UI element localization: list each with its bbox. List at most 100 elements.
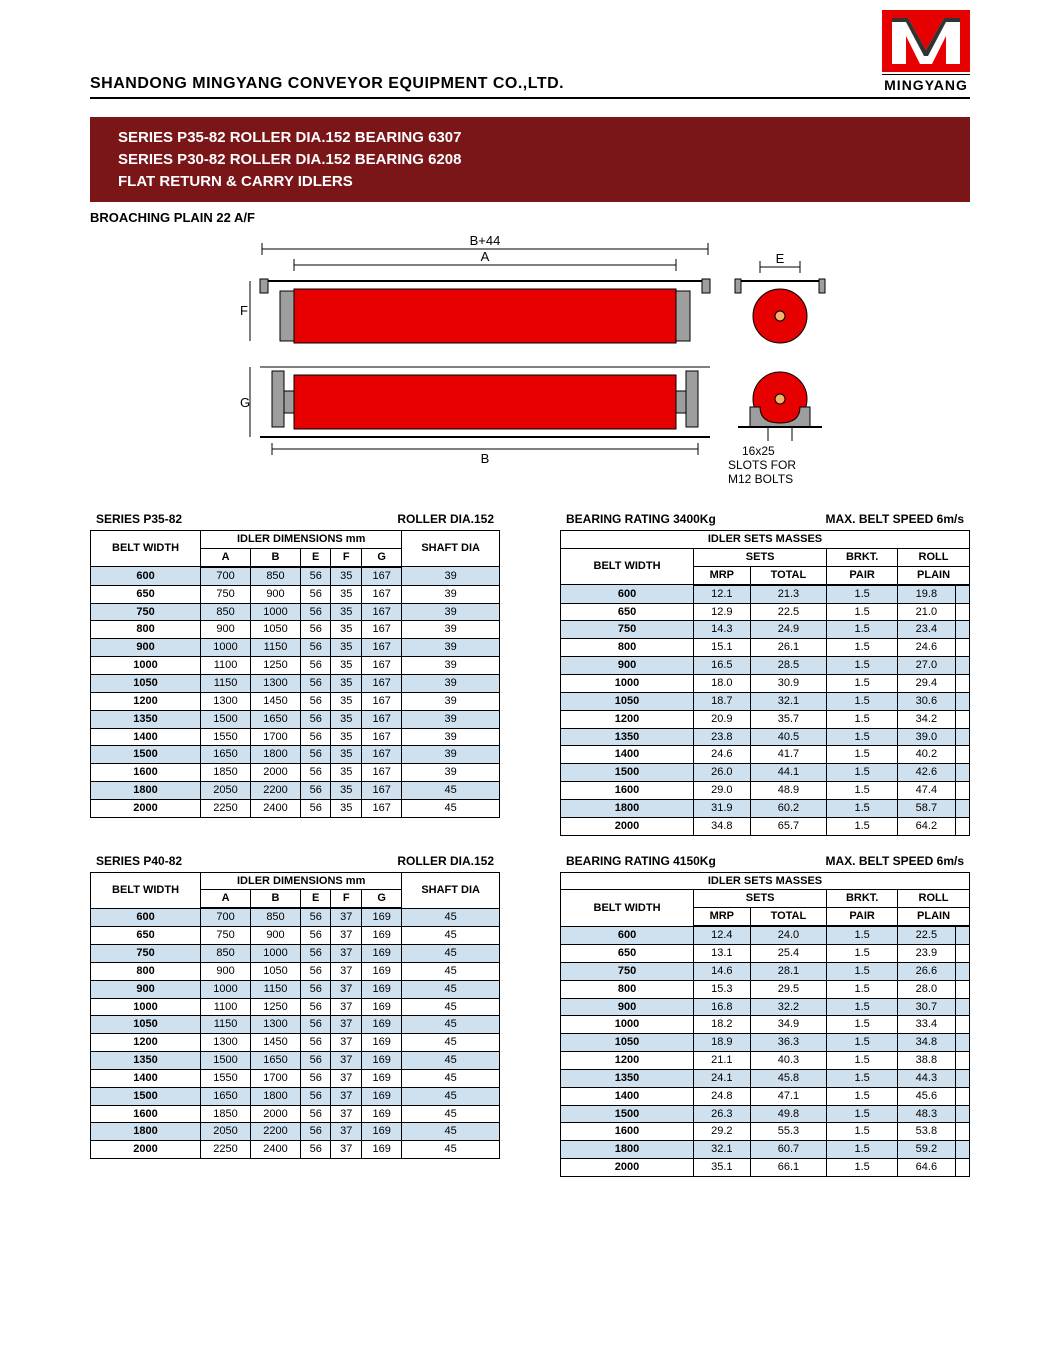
table-row: 90016.832.21.530.7 — [561, 998, 970, 1016]
table-cell — [955, 728, 969, 746]
table-cell — [955, 998, 969, 1016]
table-cell: 1.5 — [827, 1159, 898, 1177]
table-cell: 1300 — [251, 675, 301, 693]
table-cell: 169 — [362, 1052, 402, 1070]
table-cell: 56 — [300, 621, 331, 639]
table-cell: 56 — [300, 585, 331, 603]
table-cell: 167 — [362, 567, 402, 585]
table-cell: 29.2 — [694, 1123, 751, 1141]
series-line-1: SERIES P35-82 ROLLER DIA.152 BEARING 630… — [118, 127, 950, 149]
table-cell: 2250 — [201, 799, 251, 817]
table-cell: 39 — [402, 728, 500, 746]
table-cell: 56 — [300, 1052, 331, 1070]
caption-right: MAX. BELT SPEED 6m/s — [826, 854, 964, 868]
table-cell: 169 — [362, 908, 402, 926]
svg-text:B: B — [481, 451, 490, 466]
table-cell: 45.8 — [750, 1069, 827, 1087]
table-cell: 30.6 — [898, 692, 956, 710]
table-cell: 56 — [300, 980, 331, 998]
table-cell: 45 — [402, 1034, 500, 1052]
table-cell: 23.9 — [898, 944, 956, 962]
table-cell: 600 — [91, 567, 201, 585]
table-cell — [955, 603, 969, 621]
table-cell — [955, 799, 969, 817]
table-cell: 35 — [331, 782, 362, 800]
table-cell: 19.8 — [898, 585, 956, 603]
table-cell: 1050 — [561, 692, 694, 710]
table-cell: 28.0 — [898, 980, 956, 998]
table-cell: 45 — [402, 1105, 500, 1123]
table-cell: 169 — [362, 944, 402, 962]
table-cell: 37 — [331, 1034, 362, 1052]
table-cell — [955, 657, 969, 675]
table-cell: 1550 — [201, 1069, 251, 1087]
table-cell: 39 — [402, 621, 500, 639]
table-cell: 39 — [402, 675, 500, 693]
table-row: 200022502400563516745 — [91, 799, 500, 817]
table-cell — [955, 1016, 969, 1034]
table-cell: 22.5 — [750, 603, 827, 621]
table-cell: 1.5 — [827, 782, 898, 800]
table-cell: 1.5 — [827, 962, 898, 980]
table-cell: 169 — [362, 1105, 402, 1123]
table-row: 75014.628.11.526.6 — [561, 962, 970, 980]
table-cell: 35 — [331, 799, 362, 817]
series-title-bar: SERIES P35-82 ROLLER DIA.152 BEARING 630… — [90, 117, 970, 202]
table-row: 100018.030.91.529.4 — [561, 675, 970, 693]
table-cell: 37 — [331, 980, 362, 998]
table-cell: 167 — [362, 585, 402, 603]
table-cell: 39 — [402, 710, 500, 728]
table-cell: 37 — [331, 1087, 362, 1105]
table-row: 90016.528.51.527.0 — [561, 657, 970, 675]
table-cell: 1.5 — [827, 585, 898, 603]
table-row: 140024.641.71.540.2 — [561, 746, 970, 764]
table-cell: 45 — [402, 908, 500, 926]
table-cell: 29.0 — [694, 782, 751, 800]
table-cell: 39 — [402, 657, 500, 675]
table-row: 150026.044.11.542.6 — [561, 764, 970, 782]
table-cell: 167 — [362, 675, 402, 693]
table-cell: 2050 — [201, 782, 251, 800]
table-row: 600700850563716945 — [91, 908, 500, 926]
table-cell: 650 — [91, 585, 201, 603]
table-cell — [955, 1159, 969, 1177]
table-cell: 56 — [300, 908, 331, 926]
table-cell — [955, 675, 969, 693]
table-cell: 45 — [402, 1141, 500, 1159]
table-cell: 1150 — [251, 639, 301, 657]
table-cell: 1800 — [91, 782, 201, 800]
table-cell: 37 — [331, 1141, 362, 1159]
table-cell — [955, 782, 969, 800]
table-cell: 1800 — [91, 1123, 201, 1141]
table-cell: 1.5 — [827, 1034, 898, 1052]
table-cell: 1050 — [251, 962, 301, 980]
table-row: 65013.125.41.523.9 — [561, 944, 970, 962]
table-cell: 37 — [331, 1016, 362, 1034]
table-row: 120013001450563716945 — [91, 1034, 500, 1052]
table-cell: 1700 — [251, 1069, 301, 1087]
table-cell: 34.9 — [750, 1016, 827, 1034]
table-cell: 900 — [251, 927, 301, 945]
table-cell: 169 — [362, 927, 402, 945]
table-cell: 35 — [331, 585, 362, 603]
masses-table-2: IDLER SETS MASSES BELT WIDTH SETS BRKT. … — [560, 872, 970, 1177]
caption-right: ROLLER DIA.152 — [397, 512, 494, 526]
table-row: 75014.324.91.523.4 — [561, 621, 970, 639]
broaching-label: BROACHING PLAIN 22 A/F — [90, 210, 970, 225]
table-cell: 34.2 — [898, 710, 956, 728]
table-cell: 167 — [362, 782, 402, 800]
table-cell: 26.0 — [694, 764, 751, 782]
table-cell: 64.6 — [898, 1159, 956, 1177]
table-row: 135015001650563716945 — [91, 1052, 500, 1070]
table-row: 650750900563516739 — [91, 585, 500, 603]
table-cell: 28.1 — [750, 962, 827, 980]
table-row: 135023.840.51.539.0 — [561, 728, 970, 746]
table-cell: 1800 — [251, 746, 301, 764]
table-cell: 33.4 — [898, 1016, 956, 1034]
table-cell: 1000 — [561, 675, 694, 693]
table-cell: 2000 — [251, 1105, 301, 1123]
table-cell: 65.7 — [750, 817, 827, 835]
table-row: 7508501000563516739 — [91, 603, 500, 621]
caption-right: ROLLER DIA.152 — [397, 854, 494, 868]
table-cell: 1.5 — [827, 603, 898, 621]
